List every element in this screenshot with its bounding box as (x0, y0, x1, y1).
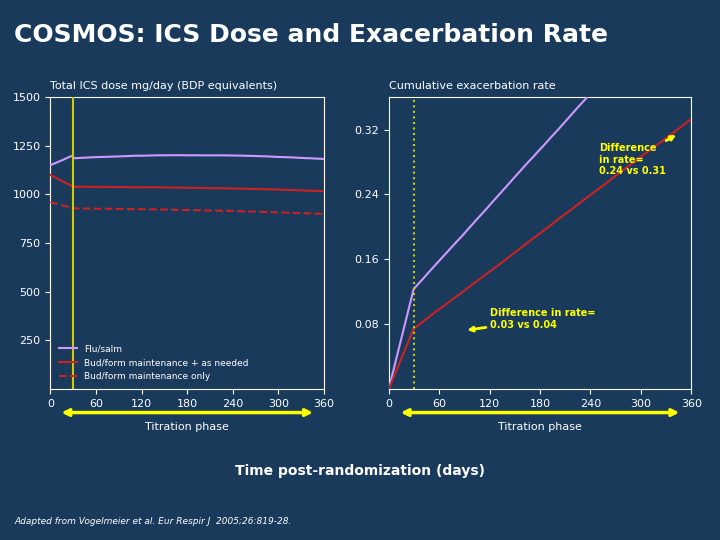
Text: Adapted from Vogelmeier et al. Eur Respir J  2005;26:819-28.: Adapted from Vogelmeier et al. Eur Respi… (14, 517, 292, 526)
Text: Titration phase: Titration phase (145, 422, 229, 432)
Text: Cumulative exacerbation rate: Cumulative exacerbation rate (389, 81, 555, 91)
Text: COSMOS: ICS Dose and Exacerbation Rate: COSMOS: ICS Dose and Exacerbation Rate (14, 23, 608, 47)
Text: Total ICS dose mg/day (BDP equivalents): Total ICS dose mg/day (BDP equivalents) (50, 81, 277, 91)
Legend: Flu/salm, Bud/form maintenance + as needed, Bud/form maintenance only: Flu/salm, Bud/form maintenance + as need… (55, 341, 252, 384)
Text: Time post-randomization (days): Time post-randomization (days) (235, 464, 485, 478)
Text: Titration phase: Titration phase (498, 422, 582, 432)
Text: Difference
in rate=
0.24 vs 0.31: Difference in rate= 0.24 vs 0.31 (599, 137, 673, 176)
Text: Difference in rate=
0.03 vs 0.04: Difference in rate= 0.03 vs 0.04 (470, 308, 595, 331)
